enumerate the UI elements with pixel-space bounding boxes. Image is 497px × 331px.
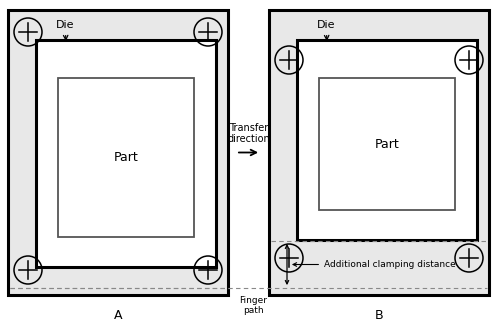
Text: B: B	[375, 309, 383, 322]
Text: Transfer
direction: Transfer direction	[227, 123, 270, 145]
Text: Part: Part	[114, 151, 138, 164]
Bar	[58, 78, 194, 237]
Bar	[297, 40, 477, 240]
Bar	[269, 10, 489, 295]
Bar	[36, 40, 216, 267]
Bar	[319, 78, 455, 210]
Bar	[8, 10, 228, 295]
Text: Die: Die	[317, 20, 335, 40]
Text: Die: Die	[56, 20, 75, 40]
Text: A: A	[114, 309, 122, 322]
Text: Additional clamping distance: Additional clamping distance	[293, 260, 456, 269]
Text: Part: Part	[375, 137, 400, 151]
Text: Finger
path: Finger path	[240, 296, 267, 315]
